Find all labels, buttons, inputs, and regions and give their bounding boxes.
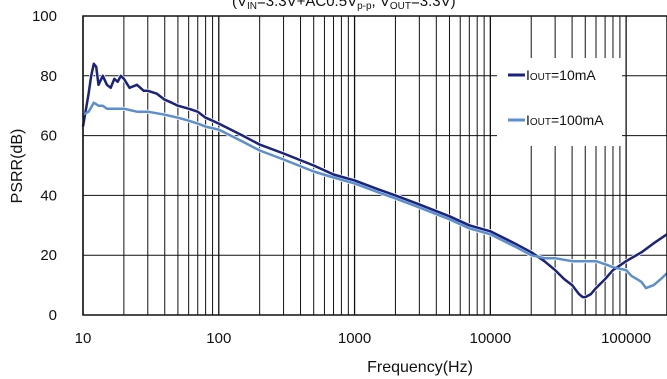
- x-tick-labels: 10 100 1000 10000 100000: [75, 330, 652, 347]
- x-tick-label: 10000: [469, 330, 511, 347]
- legend-label-10ma-sub: OUT: [530, 72, 551, 83]
- subtitle-suffix: =3.3V): [411, 0, 456, 10]
- x-axis-title: Frequency(Hz): [367, 359, 473, 376]
- y-tick-labels: 0 20 40 60 80 100: [32, 8, 57, 324]
- legend-label-100ma-sub: OUT: [530, 117, 551, 128]
- x-tick-label: 100: [206, 330, 231, 347]
- legend-label-100ma: IOUT=100mA: [526, 112, 604, 128]
- legend: IOUT=10mA IOUT=100mA: [497, 58, 622, 146]
- plot-frame: [82, 15, 667, 316]
- series-line-0: [81, 62, 667, 299]
- y-tick-label: 20: [40, 247, 57, 264]
- legend-label-100ma-main: I: [526, 112, 530, 128]
- series-line-1: [82, 101, 667, 290]
- x-tick-label: 1000: [338, 330, 371, 347]
- y-tick-label: 0: [49, 307, 57, 324]
- subtitle-sub-pp: p-p: [357, 1, 372, 12]
- y-tick-label: 40: [40, 187, 57, 204]
- y-tick-label: 80: [40, 68, 57, 85]
- y-tick-label: 60: [40, 128, 57, 145]
- chart-subtitle: (VIN=3.3V+AC0.5Vp-p, VOUT=3.3V): [232, 0, 456, 12]
- y-axis-title: PSRR(dB): [9, 129, 26, 204]
- subtitle-mid2: , V: [372, 0, 390, 10]
- legend-label-100ma-rest: =100mA: [551, 112, 604, 128]
- subtitle-mid: =3.3V+AC0.5V: [257, 0, 357, 10]
- legend-label-10ma-main: I: [526, 67, 530, 83]
- subtitle-prefix: (V: [232, 0, 247, 10]
- legend-box: [497, 58, 622, 146]
- legend-label-10ma-rest: =10mA: [551, 67, 596, 83]
- subtitle-sub-out: OUT: [390, 1, 411, 12]
- subtitle-sub-in: IN: [247, 1, 257, 12]
- x-tick-label: 100000: [601, 330, 651, 347]
- y-tick-label: 100: [32, 8, 57, 25]
- series-layer: [81, 61, 667, 300]
- legend-label-10ma: IOUT=10mA: [526, 67, 596, 83]
- x-tick-label: 10: [75, 330, 92, 347]
